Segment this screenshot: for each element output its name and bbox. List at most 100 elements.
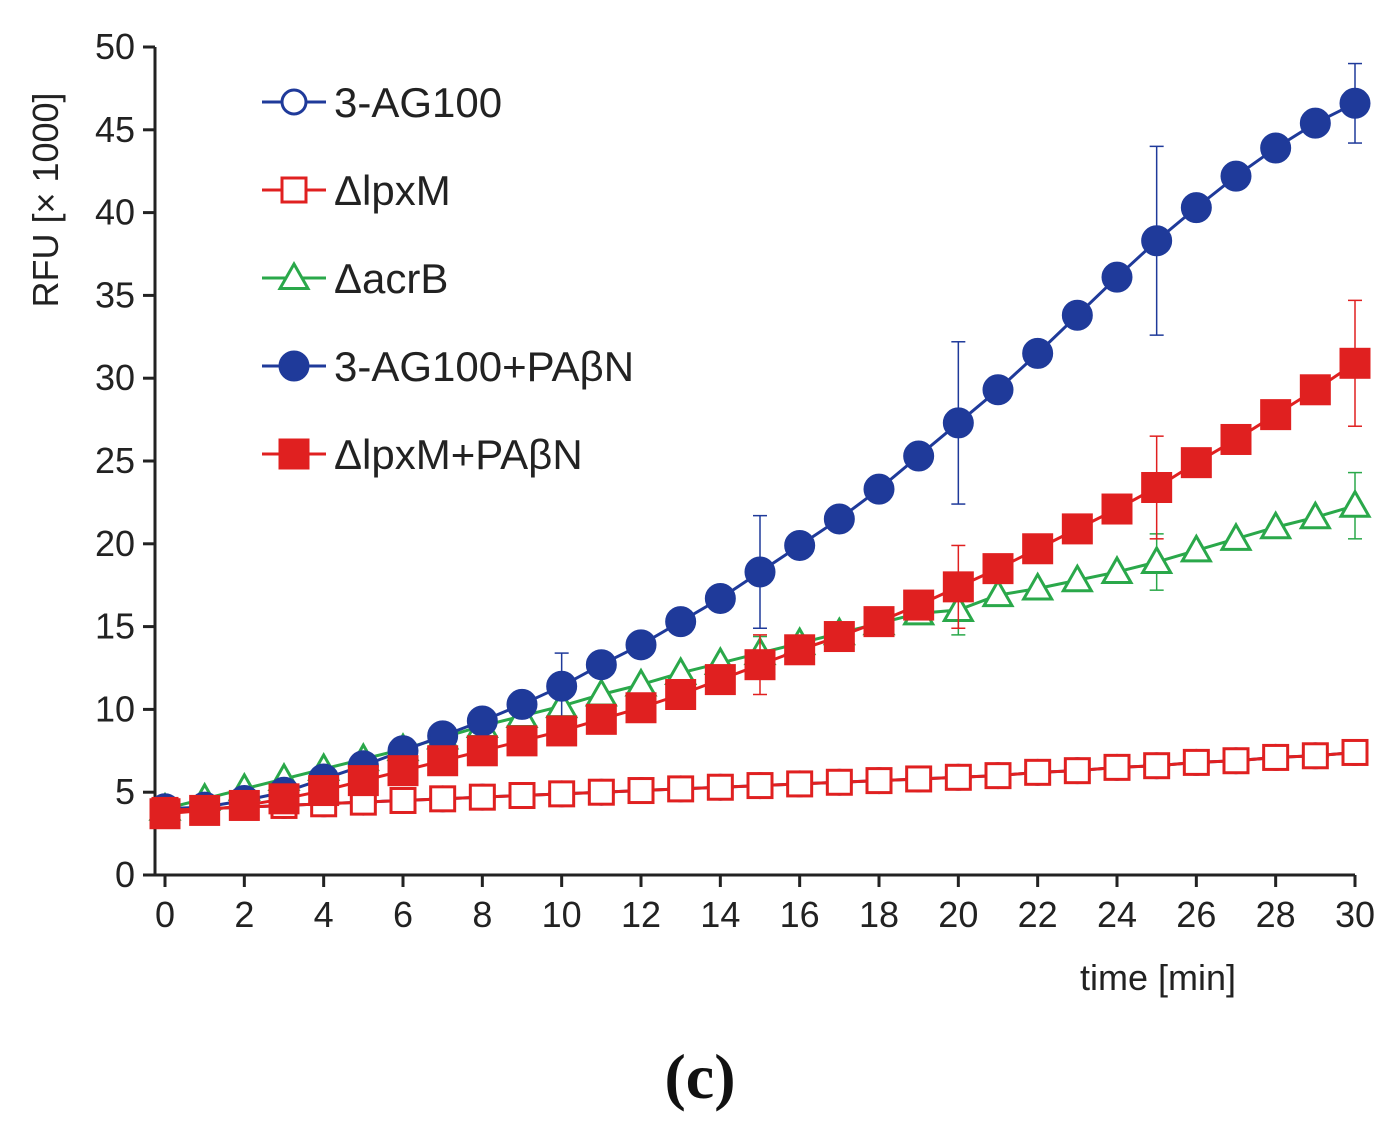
data-point: [903, 440, 935, 472]
x-tick-label: 2: [234, 894, 254, 935]
data-point: [506, 688, 538, 720]
data-point: [1260, 399, 1292, 431]
data-point: [1339, 347, 1371, 379]
x-tick-label: 0: [155, 894, 175, 935]
data-point: [905, 765, 933, 793]
legend-label: 3-AG100: [334, 79, 502, 126]
y-tick-label: 0: [115, 854, 135, 895]
data-point: [1024, 758, 1052, 786]
data-point: [1341, 738, 1369, 766]
data-point: [704, 582, 736, 614]
data-point: [1141, 471, 1173, 503]
data-point: [944, 763, 972, 791]
data-point: [942, 571, 974, 603]
x-tick-label: 30: [1335, 894, 1375, 935]
data-point: [744, 649, 776, 681]
data-point: [1061, 299, 1093, 331]
x-tick-label: 12: [621, 894, 661, 935]
data-point: [548, 780, 576, 808]
data-point: [1262, 743, 1290, 771]
data-point: [665, 606, 697, 638]
x-tick-label: 24: [1097, 894, 1137, 935]
x-tick-label: 10: [542, 894, 582, 935]
x-tick-label: 14: [700, 894, 740, 935]
y-tick-label: 25: [95, 440, 135, 481]
x-tick-label: 26: [1176, 894, 1216, 935]
data-point: [587, 778, 615, 806]
data-point: [746, 772, 774, 800]
data-point: [508, 782, 536, 810]
legend-marker: [278, 350, 310, 382]
data-point: [1222, 747, 1250, 775]
data-point: [1143, 752, 1171, 780]
data-point: [1063, 757, 1091, 785]
data-point: [1301, 742, 1329, 770]
data-point: [704, 664, 736, 696]
legend-entry: ΔacrB: [262, 255, 448, 302]
legend-marker: [280, 176, 308, 204]
data-point: [1103, 753, 1131, 781]
legend-entry: 3-AG100+PAβN: [262, 343, 634, 390]
x-axis-title: time [min]: [1080, 957, 1236, 998]
data-point: [429, 785, 457, 813]
data-point: [1220, 423, 1252, 455]
legend: 3-AG100 ΔlpxM ΔacrB 3-AG100+PAβN ΔlpxM+PAβN: [262, 79, 634, 478]
data-point: [1100, 554, 1134, 584]
data-point: [1220, 160, 1252, 192]
y-tick-label: 45: [95, 109, 135, 150]
legend-label: ΔlpxM+PAβN: [334, 431, 583, 478]
data-point: [823, 503, 855, 535]
legend-entry: 3-AG100: [262, 79, 502, 126]
data-point: [1338, 488, 1372, 518]
data-point: [784, 529, 816, 561]
data-point: [387, 755, 419, 787]
data-point: [546, 670, 578, 702]
data-point: [268, 783, 300, 815]
data-point: [984, 762, 1012, 790]
x-tick-label: 8: [472, 894, 492, 935]
data-point: [1180, 447, 1212, 479]
data-point: [585, 649, 617, 681]
x-tick-label: 16: [780, 894, 820, 935]
data-point: [149, 798, 181, 830]
y-tick-label: 10: [95, 688, 135, 729]
data-point: [1299, 107, 1331, 139]
x-tick-label: 28: [1256, 894, 1296, 935]
data-point: [1101, 493, 1133, 525]
legend-entry: ΔlpxM: [262, 167, 451, 214]
data-point: [466, 735, 498, 767]
legend-marker: [278, 438, 310, 470]
data-point: [466, 705, 498, 737]
data-point: [903, 589, 935, 621]
data-point: [1140, 544, 1174, 575]
data-point: [665, 678, 697, 710]
data-point: [1298, 500, 1332, 530]
data-point: [863, 473, 895, 505]
y-axis-title: RFU [× 1000]: [25, 92, 66, 307]
data-point: [1061, 513, 1093, 545]
data-point: [1259, 510, 1293, 540]
data-point: [228, 789, 260, 821]
data-point: [347, 765, 379, 797]
data-point: [427, 745, 459, 777]
data-point: [1339, 87, 1371, 119]
data-point: [189, 794, 221, 826]
data-point: [1260, 132, 1292, 164]
legend-label: ΔacrB: [334, 255, 448, 302]
y-tick-label: 5: [115, 771, 135, 812]
data-point: [1179, 533, 1213, 563]
series-layer: [148, 62, 1372, 830]
data-point: [1022, 337, 1054, 369]
data-point: [942, 407, 974, 439]
legend-entry: ΔlpxM+PAβN: [262, 431, 583, 478]
y-tick-label: 50: [95, 26, 135, 67]
data-point: [981, 578, 1015, 608]
data-point: [1219, 521, 1253, 551]
data-point: [625, 629, 657, 661]
data-point: [982, 553, 1014, 585]
data-point: [308, 775, 340, 807]
data-point: [706, 773, 734, 801]
data-point: [1022, 533, 1054, 565]
